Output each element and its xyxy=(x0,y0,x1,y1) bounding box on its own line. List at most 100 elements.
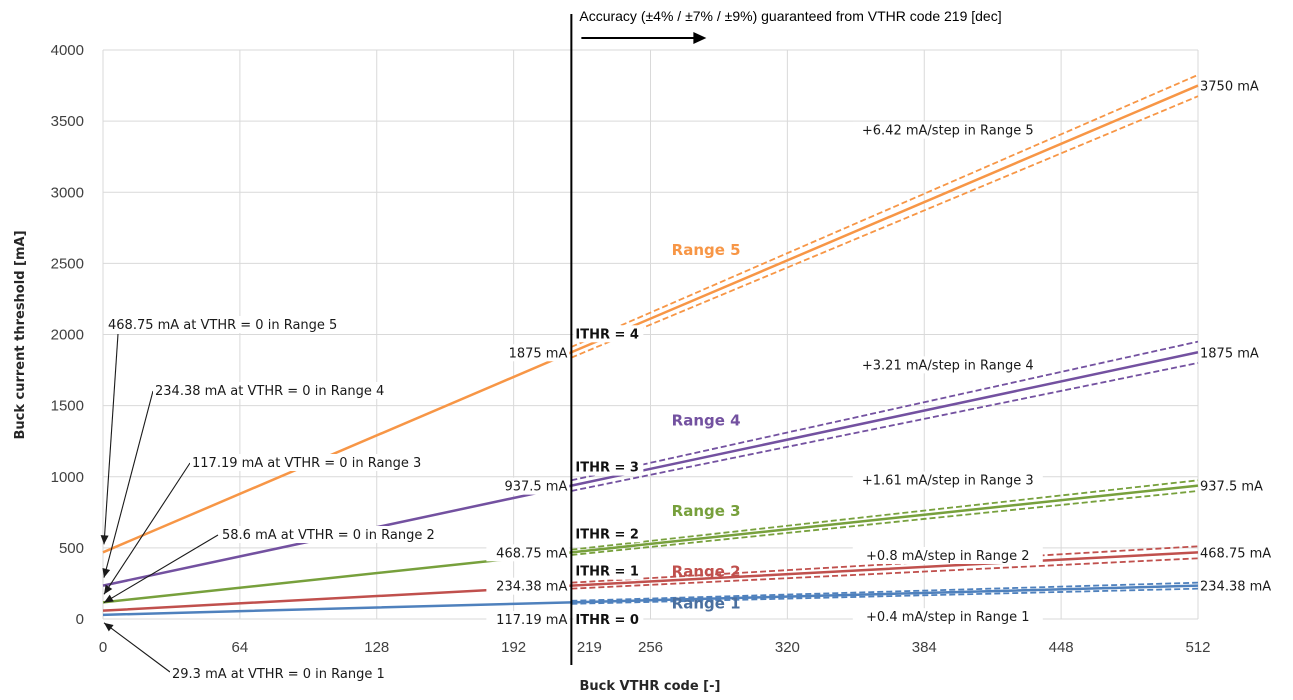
callout-arrow xyxy=(103,622,171,673)
label-bg xyxy=(220,526,457,543)
label-bg xyxy=(153,382,406,399)
end-value-label: 1875 mA xyxy=(1200,346,1259,361)
label-bg xyxy=(573,525,644,543)
label-bg xyxy=(486,577,570,595)
range-label: Range 3 xyxy=(672,502,741,520)
guarantee-note: Accuracy (±4% / ±7% / ±9%) guaranteed fr… xyxy=(579,8,1001,24)
mid-value-label: 468.75 mA xyxy=(496,546,567,561)
step-note: +0.4 mA/step in Range 1 xyxy=(866,610,1029,625)
label-bg xyxy=(573,611,644,628)
label-bg xyxy=(486,544,570,562)
y-tick-label: 4000 xyxy=(51,42,84,59)
step-note: +3.21 mA/step in Range 4 xyxy=(862,358,1034,373)
mid-value-label: 1875 mA xyxy=(509,346,568,361)
y-tick-label: 0 xyxy=(76,611,84,628)
range-label: Range 1 xyxy=(672,594,741,612)
tolerance-line xyxy=(571,95,1199,359)
callout-arrow-head xyxy=(104,594,114,603)
callout-arrow-head xyxy=(100,535,109,545)
callout-arrow-head xyxy=(104,584,113,595)
zero-note: 117.19 mA at VTHR = 0 in Range 3 xyxy=(192,456,421,471)
x-tick-label: 320 xyxy=(775,639,800,656)
x-tick-label: 219 xyxy=(577,639,602,656)
label-bg xyxy=(852,356,1043,374)
x-axis-title: Buck VTHR code [-] xyxy=(580,679,721,694)
zero-note: 58.6 mA at VTHR = 0 in Range 2 xyxy=(222,528,435,543)
y-tick-label: 3000 xyxy=(51,184,84,201)
zero-note: 29.3 mA at VTHR = 0 in Range 1 xyxy=(172,667,385,682)
y-tick-label: 1500 xyxy=(51,398,84,415)
tolerance-line xyxy=(571,545,1199,584)
label-bg xyxy=(486,477,570,495)
label-bg xyxy=(852,471,1043,489)
callout-arrow xyxy=(103,333,119,545)
mid-value-label: 117.19 mA xyxy=(496,613,567,628)
annotations: 234.38 mA 468.75 mA 937.5 mA 1875 mA 3750 mA… xyxy=(100,77,1287,682)
label-bg xyxy=(573,325,644,343)
label-bg xyxy=(190,454,443,471)
x-tick-label: 64 xyxy=(232,639,249,656)
x-tick-label: 256 xyxy=(638,639,663,656)
tolerance-line xyxy=(571,557,1199,590)
grid xyxy=(102,49,1199,620)
label-bg xyxy=(1199,77,1287,95)
end-value-label: 3750 mA xyxy=(1200,80,1259,95)
label-bg xyxy=(1199,544,1287,562)
callout-arrow-head xyxy=(104,622,114,632)
end-value-label: 234.38 mA xyxy=(1200,580,1271,595)
y-tick-label: 500 xyxy=(59,540,84,557)
label-bg xyxy=(852,608,1043,626)
series-range-1: Range 1 xyxy=(102,581,1199,617)
callout-arrow-head xyxy=(102,567,111,578)
y-axis-title: Buck current threshold [mA] xyxy=(13,230,28,439)
mid-value-label: 937.5 mA xyxy=(504,480,567,495)
x-tick-label: 448 xyxy=(1049,639,1074,656)
callout-arrow xyxy=(103,534,219,604)
range-label: Range 5 xyxy=(672,241,741,259)
zero-note: 234.38 mA at VTHR = 0 in Range 4 xyxy=(155,384,384,399)
tolerance-line xyxy=(571,479,1199,551)
guarantee-arrow-head xyxy=(693,32,707,44)
mid-value-label: 234.38 mA xyxy=(496,580,567,595)
x-tick-label: 0 xyxy=(99,639,107,656)
step-note: +1.61 mA/step in Range 3 xyxy=(862,474,1034,489)
x-tick-label: 384 xyxy=(912,639,937,656)
x-tick-label: 192 xyxy=(501,639,526,656)
step-note: +0.8 mA/step in Range 2 xyxy=(866,549,1029,564)
guarantee-marker: Accuracy (±4% / ±7% / ±9%) guaranteed fr… xyxy=(570,8,1002,665)
tolerance-line xyxy=(571,74,1199,348)
label-bg xyxy=(1199,344,1287,362)
step-note: +6.42 mA/step in Range 5 xyxy=(862,124,1034,139)
tolerance-line xyxy=(571,490,1199,556)
x-tick-label: 128 xyxy=(364,639,389,656)
tolerance-line xyxy=(571,340,1199,482)
zero-note: 468.75 mA at VTHR = 0 in Range 5 xyxy=(108,318,337,333)
tick-labels: 0 500 1000 1500 2000 2500 3000 3500 4000 0 64 128 19… xyxy=(51,42,1211,656)
ithr-label: ITHR = 4 xyxy=(575,327,639,342)
ithr-label: ITHR = 2 xyxy=(575,527,639,542)
ithr-label: ITHR = 3 xyxy=(575,461,639,476)
label-bg xyxy=(486,344,570,362)
label-bg xyxy=(852,121,1043,139)
range-label: Range 4 xyxy=(672,412,741,430)
ithr-label: ITHR = 1 xyxy=(575,565,639,580)
tolerance-line xyxy=(571,362,1199,492)
label-bg xyxy=(852,546,1043,564)
x-tick-label: 512 xyxy=(1185,639,1210,656)
label-bg xyxy=(170,665,407,682)
ithr-label: ITHR = 0 xyxy=(575,613,639,628)
y-tick-label: 2500 xyxy=(51,255,84,272)
y-tick-label: 2000 xyxy=(51,327,84,344)
label-bg xyxy=(1199,477,1287,495)
label-bg xyxy=(106,316,359,333)
y-tick-label: 1000 xyxy=(51,469,84,486)
label-bg xyxy=(1199,577,1287,595)
tolerance-line xyxy=(571,587,1199,605)
range-label: Range 2 xyxy=(672,562,741,580)
callout-arrow xyxy=(103,390,154,578)
end-value-label: 468.75 mA xyxy=(1200,546,1271,561)
tolerance-line xyxy=(571,581,1199,602)
label-bg xyxy=(573,562,644,580)
label-bg xyxy=(486,611,570,628)
